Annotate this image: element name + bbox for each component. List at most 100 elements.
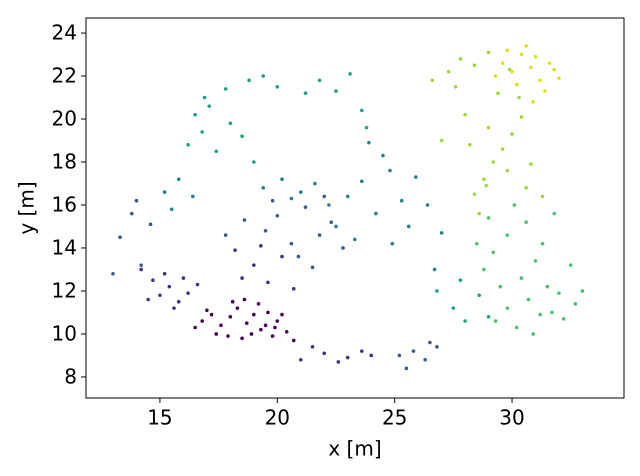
y-tick-label: 12 xyxy=(52,278,77,302)
y-tick-label: 24 xyxy=(52,21,77,45)
scatter-point xyxy=(514,82,519,87)
scatter-point xyxy=(298,190,303,194)
scatter-point xyxy=(486,50,491,55)
scatter-point xyxy=(498,284,503,289)
scatter-point xyxy=(273,325,277,330)
scatter-point xyxy=(111,271,115,276)
scatter-point xyxy=(463,319,467,323)
scatter-point xyxy=(472,63,477,68)
scatter-point xyxy=(547,61,552,65)
scatter-point xyxy=(291,338,296,343)
scatter-point xyxy=(263,323,268,328)
scatter-point xyxy=(531,332,535,336)
scatter-point xyxy=(139,267,143,272)
scatter-point xyxy=(176,177,181,181)
scatter-point xyxy=(336,360,341,364)
scatter-point xyxy=(557,291,561,295)
scatter-point xyxy=(491,160,496,164)
scatter-point xyxy=(167,284,172,289)
scatter-point xyxy=(467,143,472,147)
scatter-point xyxy=(256,302,261,306)
scatter-point xyxy=(505,233,510,237)
scatter-point xyxy=(148,222,153,227)
scatter-point xyxy=(360,349,364,353)
scatter-point xyxy=(270,198,275,203)
y-tick-label: 16 xyxy=(52,192,77,216)
scatter-point xyxy=(561,317,566,321)
scatter-point xyxy=(249,332,254,336)
scatter-point xyxy=(226,334,230,338)
scatter-point xyxy=(486,125,491,130)
scatter-point xyxy=(475,241,479,246)
scatter-point xyxy=(275,84,280,89)
scatter-point xyxy=(453,84,458,89)
scatter-point xyxy=(446,69,451,74)
scatter-point xyxy=(298,357,303,362)
scatter-point xyxy=(172,306,176,310)
scatter-point xyxy=(519,276,524,280)
scatter-point xyxy=(259,244,263,248)
scatter-point xyxy=(463,112,467,117)
scatter-point xyxy=(573,302,578,306)
scatter-point xyxy=(252,263,256,267)
scatter-point xyxy=(252,312,256,317)
scatter-point xyxy=(352,237,357,242)
scatter-point xyxy=(477,293,481,298)
scatter-point xyxy=(411,349,416,353)
scatter-point xyxy=(451,306,456,310)
scatter-point xyxy=(329,220,334,224)
scatter-point xyxy=(280,254,284,259)
scatter-point xyxy=(310,265,315,270)
scatter-point xyxy=(540,241,545,246)
y-tick-label: 18 xyxy=(52,150,77,174)
scatter-point xyxy=(228,121,233,126)
scatter-point xyxy=(193,325,197,330)
scatter-point xyxy=(524,44,528,48)
scatter-point xyxy=(195,282,200,287)
scatter-point xyxy=(209,312,214,317)
scatter-point xyxy=(526,297,531,302)
scatter-point xyxy=(223,233,228,237)
scatter-point xyxy=(472,192,477,197)
scatter-point xyxy=(275,319,280,323)
scatter-point xyxy=(458,57,463,61)
scatter-point xyxy=(289,241,294,246)
scatter-point xyxy=(374,211,378,216)
scatter-point xyxy=(151,278,155,283)
y-tick-label: 14 xyxy=(52,235,77,259)
scatter-point xyxy=(413,175,418,179)
scatter-point xyxy=(533,54,538,59)
scatter-point xyxy=(360,179,364,184)
scatter-point xyxy=(275,213,280,218)
scatter-point xyxy=(310,345,315,349)
scatter-point xyxy=(134,198,139,203)
scatter-point xyxy=(500,147,505,151)
scatter-point xyxy=(118,235,122,240)
scatter-point xyxy=(280,312,284,317)
scatter-point xyxy=(538,78,543,83)
scatter-point xyxy=(263,228,268,233)
scatter-point xyxy=(533,259,538,263)
scatter-point xyxy=(191,194,195,199)
plot-frame xyxy=(85,17,625,399)
scatter-point xyxy=(568,263,573,267)
scatter-point xyxy=(214,149,219,154)
scatter-point xyxy=(200,319,204,323)
scatter-point xyxy=(529,65,533,70)
scatter-point xyxy=(519,52,524,57)
scatter-point xyxy=(406,224,411,229)
scatter-point xyxy=(510,132,514,136)
scatter-point xyxy=(425,203,430,207)
scatter-point xyxy=(146,297,151,302)
scatter-point xyxy=(552,67,557,72)
scatter-point xyxy=(223,87,228,91)
scatter-point xyxy=(334,89,338,93)
scatter-point xyxy=(543,89,547,93)
x-tick-label: 25 xyxy=(382,406,407,430)
scatter-point xyxy=(552,211,557,216)
scatter-point xyxy=(235,306,240,310)
scatter-point xyxy=(482,267,486,272)
scatter-point xyxy=(369,353,373,358)
scatter-point xyxy=(505,306,510,310)
scatter-point xyxy=(242,218,247,222)
